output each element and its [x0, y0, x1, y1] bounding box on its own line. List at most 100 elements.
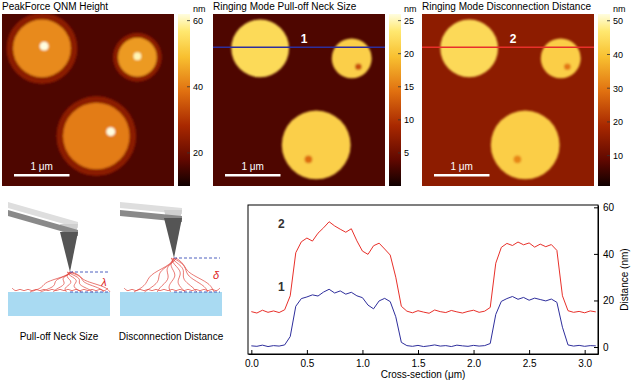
annotation: 2	[278, 217, 285, 231]
scale-bar	[225, 174, 280, 177]
image-background	[213, 14, 385, 186]
substrate	[120, 292, 222, 316]
colorbar-tick	[607, 20, 610, 21]
image-panel: 21 μm1020304050nm	[422, 4, 626, 186]
particle	[332, 38, 372, 78]
particle	[113, 33, 162, 82]
colorbar-unit: nm	[404, 4, 417, 14]
x-tick-label: 2.5	[523, 358, 537, 369]
scale-bar-label: 1 μm	[451, 161, 473, 172]
y-tick: 20	[594, 295, 615, 306]
panel-title: Ringing Mode Pull-off Neck Size	[213, 1, 357, 12]
colorbar-tick	[607, 155, 610, 156]
substrate	[8, 292, 110, 316]
x-tick: 1.0	[356, 350, 370, 369]
x-tick-label: 0.0	[245, 358, 259, 369]
schematic-caption: Disconnection Distance	[119, 331, 224, 342]
scale-bar-label: 1 μm	[31, 161, 53, 172]
series-line	[251, 289, 595, 346]
x-tick-label: 1.5	[412, 358, 426, 369]
image-panel: 11 μm510152025nm	[213, 4, 417, 186]
particles	[440, 20, 580, 180]
x-tick-label: 1.0	[356, 358, 370, 369]
particles	[6, 14, 161, 176]
schematic: δ Disconnection Distance	[119, 202, 224, 342]
plot-frame	[248, 205, 598, 354]
colorbar-unit: nm	[193, 4, 206, 14]
y-tick-label: 20	[603, 295, 615, 306]
figure: PeakForce QNM Height1 μm204060nmRinging …	[0, 0, 631, 381]
particle	[564, 63, 571, 70]
particle	[106, 127, 115, 136]
y-tick-label: 40	[603, 249, 615, 260]
colorbar-tick	[398, 20, 401, 21]
colorbar-tick-label: 50	[613, 16, 623, 26]
particle	[231, 20, 289, 78]
colorbar-tick	[607, 54, 610, 55]
colorbar-tick-label: 20	[613, 117, 623, 127]
guide-line	[70, 272, 108, 273]
colorbar-tick-label: 60	[193, 16, 203, 26]
x-tick-mark	[418, 350, 419, 354]
particle	[133, 52, 141, 60]
x-tick: 0.5	[300, 350, 314, 369]
colorbar-tick-label: 40	[613, 50, 623, 60]
x-axis-line	[249, 354, 599, 355]
image-background	[422, 14, 594, 186]
tip	[60, 232, 78, 272]
particle	[514, 155, 522, 163]
particle	[6, 14, 77, 84]
x-tick-label: 3.0	[578, 358, 592, 369]
polymer-layer	[124, 288, 220, 291]
colorbar-tick	[187, 86, 190, 87]
particle	[40, 42, 49, 51]
image-panel: 1 μm 20 40 60 nm	[2, 4, 206, 186]
colorbar-tick-label: 20	[404, 49, 414, 59]
y-axis-title: Distance (nm)	[619, 248, 630, 310]
polymer-chain	[69, 272, 104, 292]
guide-line	[174, 292, 220, 293]
guide-line	[70, 292, 108, 293]
y-tick-mark	[594, 207, 598, 208]
particle	[118, 38, 157, 77]
particle	[541, 38, 581, 78]
x-tick-label: 2.0	[467, 358, 481, 369]
y-tick: 0	[594, 342, 609, 353]
particle	[355, 63, 362, 70]
panel-title: Ringing Mode Disconnection Distance	[422, 1, 591, 12]
polymer-layer	[12, 288, 108, 291]
colorbar-tick	[607, 88, 610, 89]
particle	[282, 111, 351, 180]
image-area	[422, 14, 594, 186]
profile-label: 1	[301, 32, 308, 46]
x-tick-mark	[362, 350, 363, 354]
annotation: 1	[278, 280, 285, 294]
x-tick: 3.0	[578, 350, 592, 369]
particle	[491, 111, 560, 180]
plot-lines	[251, 222, 595, 347]
colorbar-tick-label: 40	[193, 82, 203, 92]
y-axis-line	[598, 206, 599, 355]
y-tick-label: 60	[603, 202, 615, 213]
x-tick-mark	[251, 350, 252, 354]
particles	[231, 20, 371, 180]
scale-bar-label: 1 μm	[242, 161, 264, 172]
profile-label: 2	[510, 32, 517, 46]
colorbar-tick	[187, 152, 190, 153]
x-axis: 0.0 0.5 1.0 1.5 2.0 2.5 3.0	[245, 350, 599, 369]
image-area	[2, 14, 174, 186]
particle	[63, 103, 130, 170]
particle	[13, 20, 71, 78]
schematic-symbol: δ	[213, 269, 220, 281]
colorbar-tick	[187, 20, 190, 21]
colorbar-tick-label: 20	[193, 148, 203, 158]
colorbar-tick	[398, 86, 401, 87]
colorbar-tick-label: 15	[404, 82, 414, 92]
x-tick: 0.0	[245, 350, 259, 369]
guide-line	[174, 258, 220, 259]
scale-bar	[14, 174, 69, 177]
y-tick-mark	[594, 300, 598, 301]
colorbar-tick-label: 10	[613, 151, 623, 161]
colorbar-tick	[398, 53, 401, 54]
colorbar-tick-label: 25	[404, 16, 414, 26]
